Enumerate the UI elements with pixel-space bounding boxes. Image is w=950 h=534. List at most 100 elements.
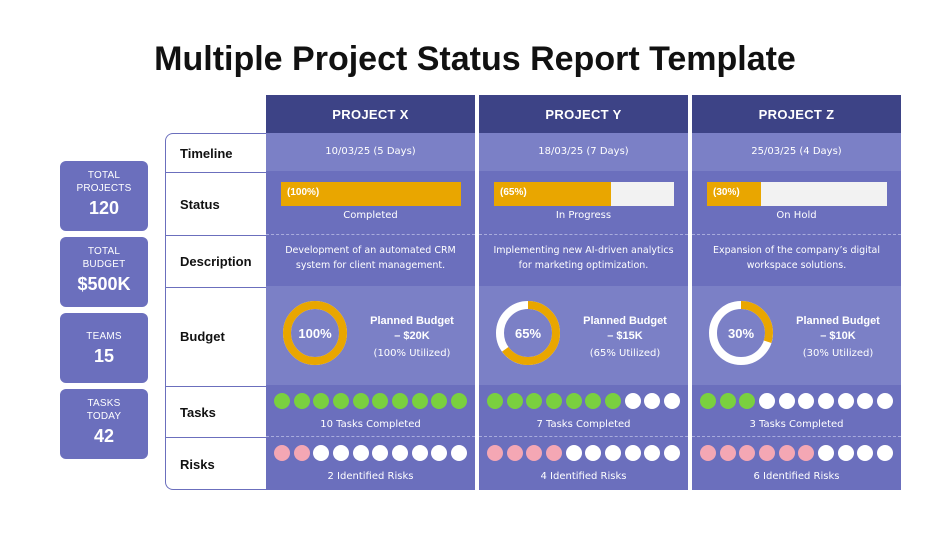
budget-donut-svg xyxy=(496,301,560,365)
task-done-dot xyxy=(372,393,389,409)
status-percent: (65%) xyxy=(500,187,527,198)
risk-dots xyxy=(274,445,467,461)
tasks-text: 10 Tasks Completed xyxy=(320,419,421,430)
risk-empty-dot xyxy=(431,445,448,461)
row-divider xyxy=(266,234,475,235)
task-done-dot xyxy=(391,393,408,409)
timeline-band xyxy=(479,133,688,171)
donut-arc xyxy=(496,301,560,365)
task-pending-dot xyxy=(857,393,874,409)
risk-empty-dot xyxy=(644,445,661,461)
budget-title: Planned Budget – $15K xyxy=(575,314,675,344)
risks-text: 4 Identified Risks xyxy=(540,471,627,482)
stat-label: PROJECTS xyxy=(76,183,132,194)
task-done-dot xyxy=(719,393,736,409)
budget-title-line1: Planned Budget xyxy=(796,315,880,327)
task-dots xyxy=(487,393,680,409)
budget-title-line1: Planned Budget xyxy=(583,315,667,327)
status-progress-fill xyxy=(281,182,461,206)
description-band xyxy=(479,234,688,286)
risk-empty-dot xyxy=(565,445,582,461)
status-progress-bar: (100%) xyxy=(281,182,461,206)
stat-value: $500K xyxy=(77,274,131,294)
risk-dots xyxy=(487,445,680,461)
task-done-dot xyxy=(604,393,621,409)
budget-title-line2: – $20K xyxy=(394,330,430,342)
risk-empty-dot xyxy=(372,445,389,461)
stat-card-tasks-today: TASKS TODAY 42 xyxy=(60,389,148,459)
task-done-dot xyxy=(431,393,448,409)
risk-empty-dot xyxy=(391,445,408,461)
stat-value: 42 xyxy=(93,426,115,446)
project-header: PROJECT Y xyxy=(479,95,688,133)
row-label-timeline: Timeline xyxy=(180,146,233,161)
task-done-dot xyxy=(700,393,716,409)
status-progress-bar: (65%) xyxy=(494,182,674,206)
budget-title-line1: Planned Budget xyxy=(370,315,454,327)
project-name: PROJECT X xyxy=(332,106,409,122)
risk-identified-dot xyxy=(487,445,503,461)
task-done-dot xyxy=(545,393,562,409)
stat-value: 120 xyxy=(88,198,120,218)
risks-text: 2 Identified Risks xyxy=(327,471,414,482)
page-title: Multiple Project Status Report Template xyxy=(154,40,796,78)
project-header: PROJECT X xyxy=(266,95,475,133)
risk-identified-dot xyxy=(739,445,756,461)
risk-identified-dot xyxy=(545,445,562,461)
description-text: Development of an automated CRM system f… xyxy=(285,245,456,271)
stat-label: BUDGET xyxy=(82,259,126,270)
row-divider xyxy=(166,437,266,438)
project-column-3: PROJECT Z 25/03/25 (4 Days) (30%) On Hol… xyxy=(692,95,901,490)
row-label-tasks: Tasks xyxy=(180,405,216,420)
task-done-dot xyxy=(274,393,290,409)
risk-identified-dot xyxy=(778,445,795,461)
budget-title: Planned Budget – $20K xyxy=(362,314,462,344)
risk-empty-dot xyxy=(332,445,349,461)
risk-identified-dot xyxy=(719,445,736,461)
budget-band xyxy=(479,286,688,385)
project-header: PROJECT Z xyxy=(692,95,901,133)
project-column-2: PROJECT Y 18/03/25 (7 Days) (65%) In Pro… xyxy=(479,95,688,490)
task-done-dot xyxy=(293,393,310,409)
project-name: PROJECT Z xyxy=(758,106,835,122)
row-divider xyxy=(166,287,266,288)
risk-empty-dot xyxy=(876,445,893,461)
task-pending-dot xyxy=(778,393,795,409)
row-divider xyxy=(166,386,266,387)
tasks-text: 7 Tasks Completed xyxy=(536,419,631,430)
task-pending-dot xyxy=(876,393,893,409)
task-pending-dot xyxy=(758,393,775,409)
task-done-dot xyxy=(739,393,756,409)
row-divider xyxy=(692,234,901,235)
description-text: Implementing new AI-driven analytics for… xyxy=(493,245,674,271)
row-label-description: Description xyxy=(180,254,252,269)
task-pending-dot xyxy=(624,393,641,409)
tasks-text: 3 Tasks Completed xyxy=(749,419,844,430)
task-done-dot xyxy=(411,393,428,409)
stat-label: TOTAL xyxy=(87,170,121,181)
task-pending-dot xyxy=(663,393,680,409)
status-progress-fill xyxy=(494,182,611,206)
budget-donut-chart: 65% xyxy=(495,300,561,366)
budget-percent: 30% xyxy=(727,325,755,341)
task-dots xyxy=(700,393,893,409)
timeline-text: 25/03/25 (4 Days) xyxy=(751,146,842,157)
status-progress-fill xyxy=(707,182,761,206)
task-done-dot xyxy=(313,393,330,409)
timeline-band xyxy=(266,133,475,171)
risk-empty-dot xyxy=(624,445,641,461)
task-done-dot xyxy=(332,393,349,409)
stat-card-total-budget: TOTAL BUDGET $500K xyxy=(60,237,148,307)
row-label-budget: Budget xyxy=(180,329,225,344)
timeline-band xyxy=(692,133,901,171)
risk-empty-dot xyxy=(313,445,330,461)
risk-identified-dot xyxy=(274,445,290,461)
stat-value: 15 xyxy=(93,346,115,366)
status-text: Completed xyxy=(343,210,398,221)
row-label-risks: Risks xyxy=(180,457,215,472)
budget-donut-chart: 100% xyxy=(282,300,348,366)
task-done-dot xyxy=(585,393,602,409)
row-label-status: Status xyxy=(180,197,220,212)
description-text: Expansion of the company’s digital works… xyxy=(712,245,881,271)
stat-label: TOTAL xyxy=(87,246,121,257)
